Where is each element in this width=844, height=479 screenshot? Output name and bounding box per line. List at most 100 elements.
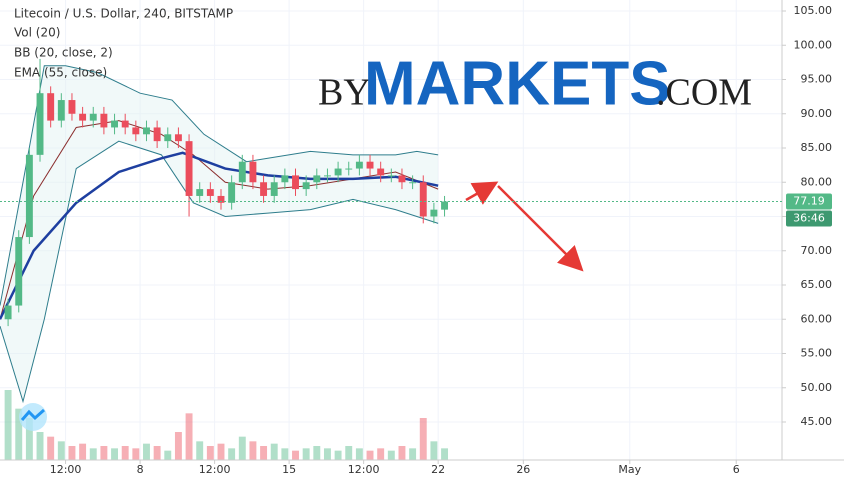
volume-bar (398, 446, 406, 460)
volume-bar (270, 443, 278, 460)
y-tick-label: 80.00 (801, 175, 833, 188)
volume-bar (25, 418, 33, 460)
y-tick-label: 70.00 (801, 244, 833, 257)
candle-body (292, 175, 299, 190)
volume-bar (121, 446, 129, 460)
candle-body (79, 113, 87, 121)
y-tick-label: 90.00 (801, 107, 833, 120)
candle-body (100, 113, 108, 128)
candle-body (387, 175, 395, 177)
candle-body (355, 161, 363, 169)
candle-body (206, 189, 214, 196)
candle-body (185, 141, 193, 196)
watermark-brand: MARKETS (364, 49, 671, 118)
y-tick-label: 85.00 (801, 141, 833, 154)
volume-bar (292, 450, 299, 460)
y-tick-label: 95.00 (801, 73, 833, 86)
candle-body (196, 189, 204, 196)
countdown-box (786, 210, 832, 227)
volume-bar (249, 441, 257, 460)
volume-bar (419, 418, 427, 460)
volume-bar (281, 448, 289, 460)
volume-bar (260, 446, 268, 460)
candle-body (419, 182, 427, 217)
volume-bar (68, 446, 76, 460)
candle-body (302, 182, 310, 190)
candle-body (121, 120, 129, 128)
chart-title: Litecoin / U.S. Dollar, 240, BITSTAMP (14, 7, 233, 21)
candle-body (345, 168, 353, 170)
candle-body (164, 134, 172, 142)
candle-body (36, 93, 44, 155)
candle-body (270, 182, 278, 196)
volume-bar (430, 441, 438, 460)
volume-bar (441, 448, 449, 460)
watermark-suffix: .COM (656, 72, 752, 114)
arrow (465, 181, 499, 205)
candle-body (47, 93, 55, 121)
x-tick-label: 12:00 (348, 463, 380, 476)
volume-bar (366, 450, 374, 460)
watermark-prefix: BY (318, 72, 371, 114)
countdown-label: 36:46 (793, 211, 825, 224)
candle-body (366, 161, 374, 169)
volume-bar (238, 436, 246, 460)
volume-bar (79, 443, 87, 460)
volume-bar (228, 448, 236, 460)
indicator-label: EMA (55, close) (14, 66, 107, 80)
volume-bar (323, 448, 331, 460)
y-tick-label: 60.00 (801, 312, 833, 325)
volume-bar (4, 390, 12, 460)
last-price-box (786, 193, 832, 210)
band-fill (0, 65, 439, 402)
volume-bar (377, 448, 385, 460)
candle-body (132, 127, 140, 135)
y-tick-label: 45.00 (801, 415, 833, 428)
volume-bar (387, 450, 395, 460)
volume-bar (174, 432, 182, 460)
volume-bar (132, 448, 140, 460)
volume-bar (15, 408, 23, 460)
candle-body (143, 127, 150, 135)
candle-body (153, 127, 161, 142)
candle-body (68, 100, 76, 114)
x-tick-label: 26 (516, 463, 530, 476)
candle-body (377, 168, 385, 176)
x-tick-label: 12:00 (199, 463, 231, 476)
y-tick-label: 50.00 (801, 381, 833, 394)
volume-bar (313, 446, 321, 460)
volume-bar (334, 450, 342, 460)
indicator-line (0, 151, 439, 320)
x-tick-label: 15 (282, 463, 296, 476)
x-tick-label: 12:00 (50, 463, 82, 476)
candle-body (15, 237, 23, 306)
volume-bar (89, 448, 97, 460)
candle-body (174, 134, 182, 142)
volume-bar (47, 436, 55, 460)
candle-body (313, 175, 321, 183)
candle-body (111, 120, 119, 128)
candle-body (89, 113, 97, 121)
volume-bar (206, 446, 214, 460)
candle-body (228, 182, 236, 203)
candle-body (217, 195, 225, 203)
candle-body (4, 305, 12, 320)
volume-bar (100, 446, 108, 460)
x-tick-label: 8 (137, 463, 144, 476)
candle-body (409, 182, 417, 184)
x-tick-label: May (618, 463, 641, 476)
candle-body (57, 100, 65, 121)
volume-bar (345, 446, 353, 460)
volume-bar (57, 441, 65, 460)
y-tick-label: 55.00 (801, 347, 833, 360)
indicator-label: Vol (20) (14, 26, 60, 40)
y-tick-label: 65.00 (801, 278, 833, 291)
candle-body (25, 154, 33, 238)
volume-bar (355, 448, 363, 460)
volume-bar (111, 448, 119, 460)
y-tick-label: 100.00 (794, 38, 833, 51)
candle-body (260, 182, 268, 196)
volume-bar (164, 450, 172, 460)
candle-body (249, 161, 257, 183)
